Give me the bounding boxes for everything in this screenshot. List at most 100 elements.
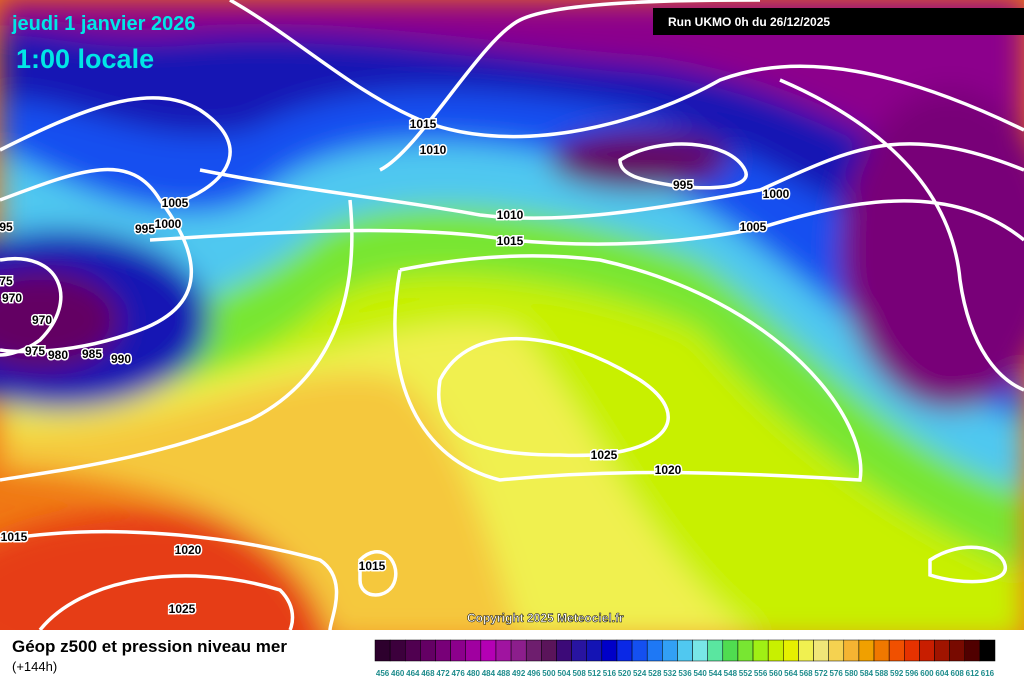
scale-label: 568	[799, 669, 813, 678]
scale-swatch	[601, 639, 618, 662]
scale-swatch	[949, 639, 966, 662]
scale-swatch	[722, 639, 739, 662]
isobar	[358, 550, 398, 597]
scale-swatch	[828, 639, 845, 662]
isobar-label: 1025	[169, 602, 196, 616]
scale-swatch	[510, 639, 527, 662]
scale-label: 500	[542, 669, 556, 678]
scale-swatch	[843, 639, 860, 662]
scale-swatch	[904, 639, 920, 662]
scale-swatch	[556, 639, 572, 662]
scale-label: 556	[754, 669, 768, 678]
scale-swatch	[858, 639, 875, 662]
isobar	[779, 78, 1024, 392]
isobar-label: 1025	[591, 448, 618, 462]
isobar-label: 995	[673, 178, 693, 192]
scale-swatch	[662, 639, 678, 662]
isobar-label: 1020	[175, 543, 202, 557]
scale-swatch	[783, 639, 799, 662]
isobar-label: 1020	[655, 463, 682, 477]
scale-label: 580	[845, 669, 859, 678]
scale-label: 480	[467, 669, 481, 678]
scale-label: 548	[724, 669, 738, 678]
scale-label: 604	[935, 669, 949, 678]
scale-label: 496	[527, 669, 541, 678]
scale-label: 596	[905, 669, 919, 678]
time-title: 1:00 locale	[16, 44, 154, 74]
isobar-label: 995	[135, 222, 155, 236]
scale-label: 616	[981, 669, 995, 678]
isobar-label: 1000	[155, 217, 182, 231]
scale-swatch	[964, 639, 981, 662]
scale-swatch	[480, 639, 497, 662]
isobar-label: 975	[25, 344, 45, 358]
scale-label: 504	[557, 669, 571, 678]
isobar-label: 1005	[162, 196, 189, 210]
scale-swatch	[934, 639, 950, 662]
scale-label: 536	[678, 669, 692, 678]
scale-swatch	[465, 639, 482, 662]
isobar	[379, 0, 761, 172]
isobar	[618, 142, 748, 190]
isobar-label: 1015	[1, 530, 28, 544]
run-info: Run UKMO 0h du 26/12/2025	[668, 15, 830, 29]
isobar-label: 985	[82, 347, 102, 361]
scale-label: 472	[436, 669, 450, 678]
date-title: jeudi 1 janvier 2026	[11, 13, 195, 35]
isobar-label: 1010	[420, 143, 447, 157]
scale-label: 572	[814, 669, 828, 678]
scale-swatch	[450, 639, 466, 662]
scale-label: 532	[663, 669, 677, 678]
copyright: Copyright 2025 Meteociel.fr	[467, 611, 624, 625]
scale-swatch	[813, 639, 829, 662]
scale-label: 464	[406, 669, 420, 678]
scale-swatch	[586, 639, 603, 662]
scale-swatch	[919, 639, 935, 662]
scale-label: 508	[572, 669, 586, 678]
scale-swatch	[798, 639, 814, 662]
scale-swatch	[767, 639, 784, 662]
scale-swatch	[677, 639, 693, 662]
scale-label: 588	[875, 669, 889, 678]
isobar-label: 1010	[497, 208, 524, 222]
scale-label: 576	[830, 669, 844, 678]
isobar	[0, 199, 354, 482]
scale-label: 564	[784, 669, 798, 678]
scale-swatch	[525, 639, 542, 662]
scale-swatch	[692, 639, 708, 662]
scale-label: 460	[391, 669, 405, 678]
scale-label: 468	[421, 669, 435, 678]
scale-label: 492	[512, 669, 526, 678]
isobar	[199, 142, 1024, 220]
scale-label: 584	[860, 669, 874, 678]
scale-swatch	[616, 639, 633, 662]
isobar	[437, 337, 670, 458]
scale-swatch	[979, 639, 996, 662]
isobar	[0, 257, 63, 357]
scale-label: 600	[920, 669, 934, 678]
isobar-label: 970	[32, 313, 52, 327]
scale-label: 524	[633, 669, 647, 678]
scale-label: 592	[890, 669, 904, 678]
isobar-label: 75	[0, 274, 13, 288]
isobar-label: 1015	[359, 559, 386, 573]
legend-subtitle: (+144h)	[12, 659, 57, 674]
scale-swatch	[541, 639, 557, 662]
isobar-label: 1000	[763, 187, 790, 201]
scale-swatch	[389, 639, 406, 662]
isobar	[928, 545, 1007, 584]
scale-label: 520	[618, 669, 632, 678]
scale-swatch	[495, 639, 512, 662]
scale-swatch	[707, 639, 724, 662]
isobar-label: 980	[48, 348, 68, 362]
scale-swatch	[646, 639, 663, 662]
isobar	[0, 167, 194, 354]
scale-label: 608	[951, 669, 965, 678]
scale-label: 560	[769, 669, 783, 678]
scale-swatch	[420, 639, 436, 662]
color-scale: 456 460 464 468 472 476 480 484 488 492 496 500 504 5…	[374, 639, 996, 678]
isobar-label: 970	[2, 291, 22, 305]
